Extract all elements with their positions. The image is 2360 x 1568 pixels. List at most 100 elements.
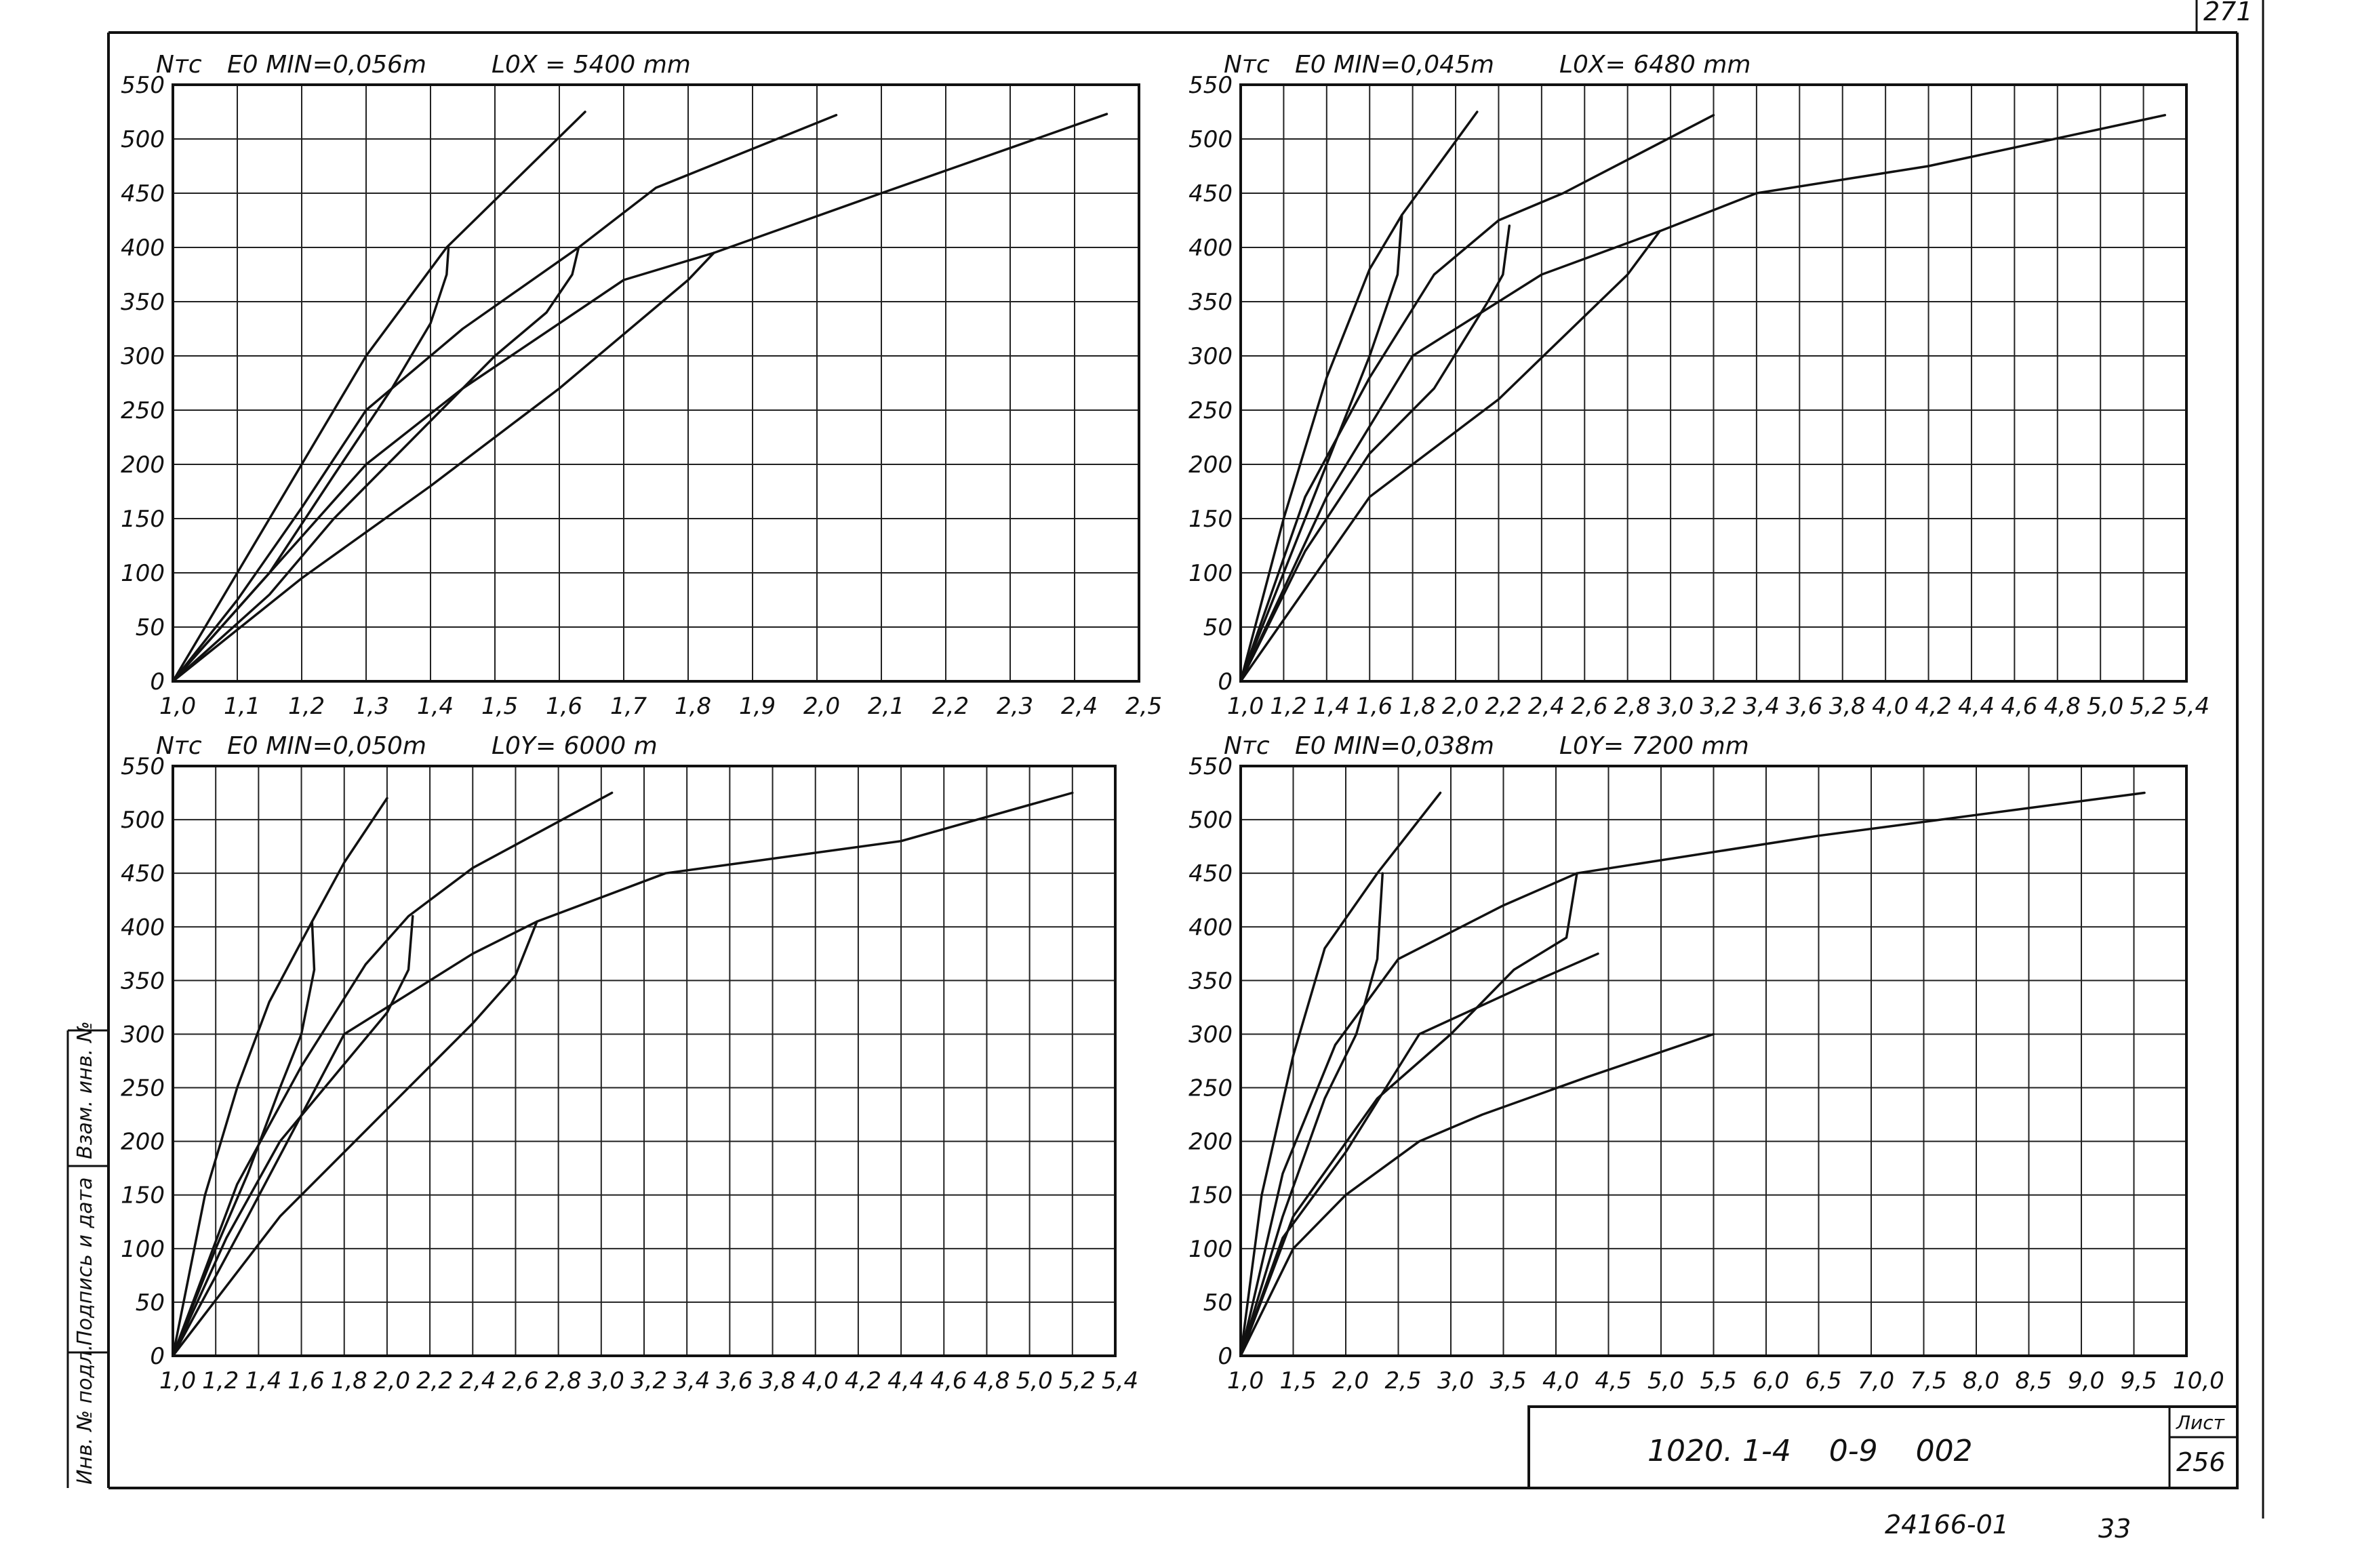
chart-1-xtick-label: 3,0 [1657,693,1694,720]
chart-3-ytick-label: 0 [1218,1343,1233,1370]
chart-0-ytick-label: 500 [121,126,165,153]
chart-2-xtick-label: 2,6 [502,1367,538,1394]
chart-0-xtick-label: 2,5 [1125,693,1162,720]
side-label-replace: Взам. инв. № [73,1021,97,1159]
chart-0-ytick-label: 100 [121,560,165,587]
chart-1-xtick-label: 3,6 [1786,693,1822,720]
side-label-signature: Подпись и дата [73,1178,97,1346]
chart-2-xtick-label: 5,0 [1016,1367,1053,1394]
chart-0-xtick-label: 1,3 [353,693,389,720]
chart-2-xtick-label: 1,4 [245,1367,281,1394]
chart-1-ytick-label: 550 [1188,72,1233,99]
chart-0-ytick-label: 350 [121,289,165,316]
chart-0-ytick-label: 50 [136,614,165,641]
chart-2-xtick-label: 4,4 [887,1367,924,1394]
chart-2-ytick-label: 100 [121,1236,165,1263]
chart-1-xtick-label: 2,4 [1528,693,1565,720]
chart-3-xtick-label: 7,5 [1911,1367,1947,1394]
chart-3-length-label: L0Y= 7200 mm [1559,732,1749,760]
chart-2-ytick-label: 450 [121,860,165,887]
bottom-code: 24166-01 [1885,1510,2009,1540]
chart-2-xtick-label: 1,2 [202,1367,239,1394]
chart-1-xtick-label: 2,6 [1571,693,1607,720]
chart-0-curve-0 [172,110,586,683]
chart-3-ytick-label: 150 [1188,1182,1233,1209]
chart-1-xtick-label: 1,0 [1227,693,1264,720]
chart-0-xtick-label: 2,1 [868,693,904,720]
chart-1-ytick-label: 100 [1188,560,1233,587]
chart-1-xtick-label: 5,4 [2173,693,2209,720]
chart-2-ytick-label: 200 [121,1129,165,1156]
chart-2-curve-3 [172,914,414,1357]
chart-3-ytick-label: 50 [1203,1289,1233,1316]
chart-2-xtick-label: 3,0 [588,1367,624,1394]
chart-1-xtick-label: 1,2 [1270,693,1306,720]
chart-bottom-right: 1,0 1,5 2,0 2,5 3,0 3,5 4,0 4,5 5,0 5,5 6,0 6,5 7,0 7… [1188,732,2224,1394]
chart-2-curve-0 [172,797,388,1357]
chart-1-curve-5 [1239,230,1661,683]
chart-1-ytick-label: 450 [1188,180,1233,207]
chart-0-ytick-label: 400 [121,235,165,262]
chart-1-xtick-label: 1,8 [1399,693,1436,720]
chart-3-ytick-label: 500 [1188,807,1233,834]
chart-2-xtick-label: 3,8 [759,1367,796,1394]
chart-1-curve-4 [1239,114,2167,683]
chart-2-xtick-label: 4,8 [973,1367,1009,1394]
chart-3-eccentricity-label: E0 MIN=0,038m [1295,732,1494,760]
chart-0-xtick-label: 1,4 [417,693,454,720]
chart-0-curve-3 [172,246,580,683]
chart-0-plot-frame [172,83,1140,683]
chart-0-xtick-label: 2,4 [1061,693,1098,720]
chart-3-xtick-label: 2,0 [1332,1367,1369,1394]
chart-3-xtick-label: 7,0 [1858,1367,1894,1394]
chart-1-xtick-label: 1,6 [1356,693,1393,720]
chart-3-xtick-label: 6,5 [1805,1367,1842,1394]
chart-3-ytick-label: 200 [1188,1129,1233,1156]
chart-3-xtick-label: 4,0 [1542,1367,1579,1394]
chart-1-xtick-label: 4,4 [1958,693,1995,720]
chart-2-xtick-label: 3,4 [673,1367,710,1394]
chart-0-ytick-label: 0 [150,668,165,696]
chart-0-xtick-label: 1,9 [739,693,776,720]
stamp-code: 1020. 1-4 0-9 002 [1647,1434,1973,1468]
chart-0-eccentricity-label: E0 MIN=0,056m [227,51,426,79]
chart-1-curve-1 [1239,214,1403,683]
chart-2-curve-4 [172,791,1074,1357]
chart-3-xtick-label: 6,0 [1753,1367,1789,1394]
chart-2-ytick-label: 550 [121,753,165,780]
chart-1-xtick-label: 4,2 [1915,693,1952,720]
chart-3-xtick-label: 2,5 [1385,1367,1422,1394]
chart-1-xtick-label: 2,8 [1614,693,1651,720]
chart-3-ytick-label: 400 [1188,914,1233,941]
chart-top-left: 1,0 1,1 1,2 1,3 1,4 1,5 1,6 1,7 1,8 1,9 2,0 2,1 2,2 2… [121,51,1162,720]
chart-0-ytick-label: 200 [121,451,165,479]
chart-1-xtick-label: 4,8 [2044,693,2081,720]
chart-2-ytick-label: 250 [121,1075,165,1102]
chart-1-ytick-label: 150 [1188,506,1233,533]
chart-3-curve-3 [1239,872,1578,1357]
chart-3-curve-0 [1239,791,1442,1357]
chart-0-curve-2 [172,114,838,683]
chart-2-xtick-label: 2,2 [416,1367,453,1394]
chart-0-xtick-label: 2,0 [803,693,840,720]
stamp-box [1527,1405,2239,1489]
chart-2-curve-1 [172,920,316,1357]
chart-2-xtick-label: 4,6 [930,1367,967,1394]
chart-1-curve-3 [1239,224,1511,683]
chart-0-xtick-label: 1,6 [546,693,582,720]
chart-2-plot-frame [172,765,1117,1357]
chart-2-ytick-label: 400 [121,914,165,941]
chart-3-ytick-label: 550 [1188,753,1233,780]
chart-0-xtick-label: 1,2 [288,693,325,720]
chart-3-xtick-label: 4,5 [1595,1367,1632,1394]
chart-2-curve-2 [172,791,614,1357]
side-label-inv: Инв. № подл. [73,1344,97,1485]
chart-2-xtick-label: 4,2 [845,1367,881,1394]
chart-1-xtick-label: 3,8 [1829,693,1866,720]
chart-0-xtick-label: 2,3 [997,693,1033,720]
chart-1-xtick-label: 3,4 [1743,693,1780,720]
chart-3-curve-5 [1239,1032,1715,1357]
bottom-page: 33 [2098,1514,2131,1544]
chart-0-xtick-label: 1,1 [224,693,260,720]
chart-2-ytick-label: 0 [150,1343,165,1370]
